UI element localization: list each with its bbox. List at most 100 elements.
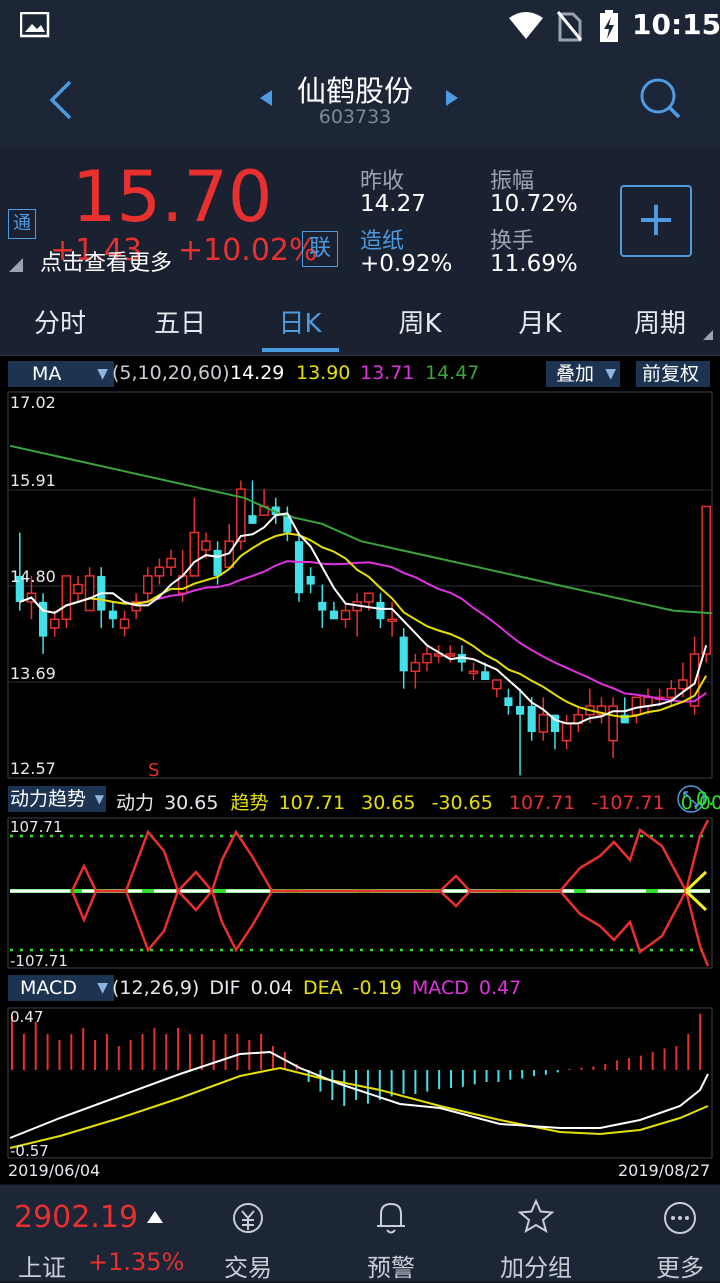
overlay-label: 叠加 bbox=[556, 363, 595, 385]
prev-stock-icon[interactable] bbox=[258, 88, 274, 108]
power-value: 30.65 bbox=[164, 792, 219, 814]
ma-indicator-select[interactable]: MA ▼ bbox=[8, 361, 114, 387]
dynamics-trend-marker bbox=[684, 870, 708, 912]
candle-body bbox=[201, 540, 211, 551]
quote-panel[interactable]: 15.70 通 +1.43 +10.02% 点击查看更多 联 昨收 14.27 … bbox=[0, 147, 720, 295]
chevron-down-icon: ▼ bbox=[97, 980, 108, 996]
candle-body bbox=[422, 653, 432, 664]
candle-body bbox=[306, 575, 315, 585]
candle-body bbox=[189, 531, 200, 577]
dyn-v4: -107.71 bbox=[591, 792, 665, 814]
next-stock-icon[interactable] bbox=[444, 88, 460, 108]
battery-charging-icon bbox=[600, 10, 618, 42]
candle-body bbox=[39, 601, 48, 637]
no-sim-icon bbox=[556, 11, 582, 42]
candle-body bbox=[620, 714, 629, 724]
index-value[interactable]: 2902.19 bbox=[14, 1200, 139, 1235]
nav-add-group[interactable]: 加分组 bbox=[476, 1186, 596, 1282]
dyn-v1: 30.65 bbox=[361, 792, 416, 814]
star-icon bbox=[518, 1198, 554, 1234]
ma5-value: 14.29 bbox=[230, 362, 285, 384]
candle-body bbox=[376, 601, 385, 620]
y-label-top: 17.02 bbox=[10, 393, 56, 412]
dea-line bbox=[9, 1066, 709, 1149]
search-icon[interactable] bbox=[638, 76, 682, 120]
chart-area[interactable] bbox=[0, 356, 720, 1184]
wifi-icon bbox=[509, 12, 543, 39]
candle-body bbox=[119, 618, 130, 629]
candle-body bbox=[236, 488, 246, 542]
tab-daily-k[interactable]: 日K bbox=[278, 309, 322, 339]
expand-icon[interactable] bbox=[676, 784, 706, 814]
nav-alert[interactable]: 预警 bbox=[331, 1186, 451, 1282]
macd-indicator-select[interactable]: MACD ▼ bbox=[8, 975, 114, 1001]
dif-label: DIF bbox=[209, 977, 241, 999]
trend-label: 趋势 bbox=[230, 792, 269, 814]
turnover-label: 换手 bbox=[490, 229, 535, 254]
candle-body bbox=[481, 671, 490, 680]
dynamics-select-label: 动力趋势 bbox=[10, 788, 87, 810]
dynamics-chart[interactable]: 107.71 -107.71 bbox=[0, 816, 720, 970]
index-name[interactable]: 上证 bbox=[18, 1254, 66, 1282]
candle-body bbox=[73, 583, 83, 594]
tong-badge[interactable]: 通 bbox=[8, 209, 36, 239]
y-label-3: 14.80 bbox=[10, 567, 56, 586]
macd-chart[interactable]: 0.47 -0.57 2019/06/04 2019/08/27 bbox=[0, 1006, 720, 1182]
image-icon bbox=[20, 12, 50, 38]
more-hint[interactable]: 点击查看更多 bbox=[40, 251, 173, 276]
ma5-line bbox=[19, 512, 708, 725]
active-tab-indicator bbox=[262, 348, 339, 352]
candle-body bbox=[468, 670, 479, 675]
candle-body bbox=[515, 706, 525, 715]
macd-y-bottom: -0.57 bbox=[10, 1142, 49, 1160]
macd-value: 0.47 bbox=[478, 977, 522, 999]
tab-minute[interactable]: 分时 bbox=[33, 309, 86, 339]
y-label-4: 13.69 bbox=[10, 664, 56, 683]
dynamics-indicator-select[interactable]: 动力趋势 ▼ bbox=[8, 786, 106, 812]
sell-marker: S bbox=[148, 760, 159, 780]
candle-body bbox=[154, 566, 165, 577]
macd-select-label: MACD bbox=[20, 977, 77, 999]
candle-body bbox=[166, 557, 176, 568]
nav-add-group-label: 加分组 bbox=[500, 1254, 572, 1282]
more-icon bbox=[664, 1202, 696, 1234]
nav-more[interactable]: 更多 bbox=[620, 1186, 720, 1282]
candle-body bbox=[561, 722, 572, 742]
status-bar: 10:15 bbox=[0, 0, 720, 52]
candle-body bbox=[84, 575, 95, 612]
adjust-button[interactable]: 前复权 bbox=[636, 361, 710, 387]
lian-badge[interactable]: 联 bbox=[302, 231, 338, 267]
candle-body bbox=[399, 636, 408, 672]
candle-body bbox=[678, 679, 688, 690]
candle-body bbox=[329, 610, 338, 620]
macd-values: (12,26,9) DIF 0.04 DEA -0.19 MACD 0.47 bbox=[112, 977, 521, 999]
nav-trade[interactable]: 交易 bbox=[188, 1186, 308, 1282]
dynamics-down-line bbox=[70, 887, 710, 967]
stock-code: 603733 bbox=[318, 106, 392, 128]
candle-body bbox=[631, 696, 642, 716]
date-end: 2019/08/27 bbox=[618, 1161, 710, 1180]
period-dropdown-icon bbox=[703, 330, 713, 340]
last-price: 15.70 bbox=[72, 156, 273, 238]
candle-body bbox=[142, 575, 153, 594]
period-tabs: 分时 五日 日K 周K 月K 周期 bbox=[0, 295, 720, 356]
tab-five-day[interactable]: 五日 bbox=[153, 309, 206, 339]
dif-line bbox=[9, 1050, 709, 1139]
kline-chart[interactable]: 17.02 15.91 14.80 13.69 12.57 S bbox=[0, 390, 720, 780]
overlay-select[interactable]: 叠加 ▼ bbox=[546, 361, 620, 387]
nav-more-label: 更多 bbox=[656, 1254, 704, 1282]
back-arrow-icon[interactable] bbox=[44, 78, 76, 122]
tab-weekly-k[interactable]: 周K bbox=[398, 309, 442, 339]
prev-close-value: 14.27 bbox=[360, 191, 426, 217]
candle-body bbox=[504, 697, 513, 707]
dea-value: -0.19 bbox=[352, 977, 402, 999]
sector-change: +0.92% bbox=[360, 251, 453, 277]
amplitude-value: 10.72% bbox=[490, 191, 578, 217]
add-watchlist-button[interactable]: + bbox=[620, 185, 692, 257]
candle-body bbox=[596, 705, 607, 716]
corner-triangle-icon bbox=[9, 258, 23, 272]
sector-label[interactable]: 造纸 bbox=[360, 229, 405, 254]
candle-body bbox=[387, 618, 397, 623]
tab-period[interactable]: 周期 bbox=[633, 309, 686, 339]
tab-monthly-k[interactable]: 月K bbox=[518, 309, 562, 339]
